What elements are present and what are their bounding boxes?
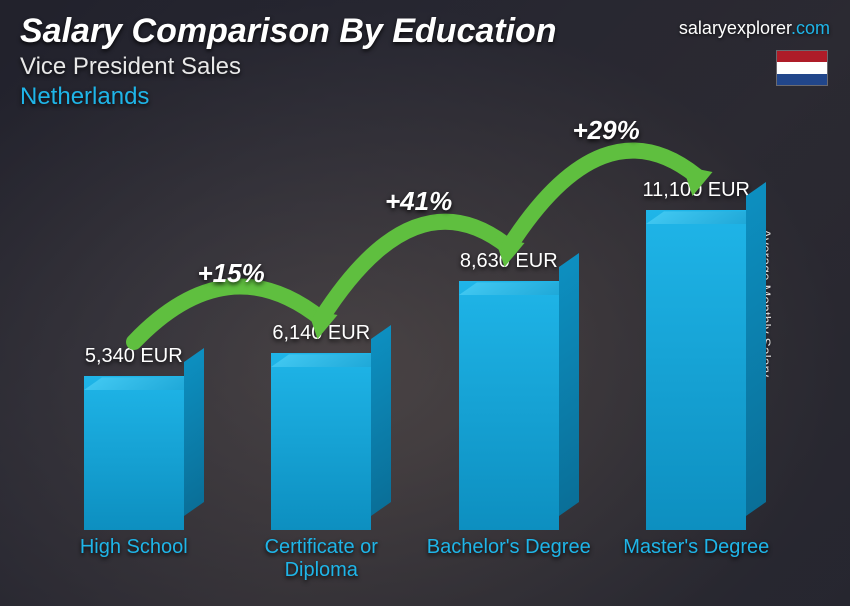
bar-front-face [271,353,371,530]
bar-3d [84,376,184,530]
x-axis-label: Certificate or Diploma [239,536,404,586]
bar-side-face [559,253,579,516]
bar-chart: 5,340 EUR6,140 EUR8,630 EUR11,100 EUR Hi… [40,130,790,586]
bar-3d [271,353,371,530]
x-axis-label: Bachelor's Degree [426,536,591,586]
flag-stripe-bot [777,74,827,85]
flag-stripe-top [777,51,827,62]
increase-pct-label: +29% [573,115,640,146]
brand-tld: .com [791,18,830,38]
flag-stripe-mid [777,62,827,73]
increase-pct-label: +41% [385,186,452,217]
bar-side-face [371,325,391,516]
x-axis-label: Master's Degree [614,536,779,586]
brand-name: salaryexplorer [679,18,791,38]
brand-logo: salaryexplorer.com [679,18,830,39]
bar-group: 5,340 EUR [51,345,216,530]
chart-subtitle: Vice President Sales [20,53,830,81]
x-labels-container: High School Certificate or Diploma Bachelo… [40,536,790,586]
chart-country: Netherlands [20,83,830,111]
bar-side-face [746,182,766,516]
flag-netherlands-icon [776,50,828,86]
bar-front-face [84,376,184,530]
increase-pct-label: +15% [198,258,265,289]
bar-side-face [184,348,204,516]
x-axis-label: High School [51,536,216,586]
